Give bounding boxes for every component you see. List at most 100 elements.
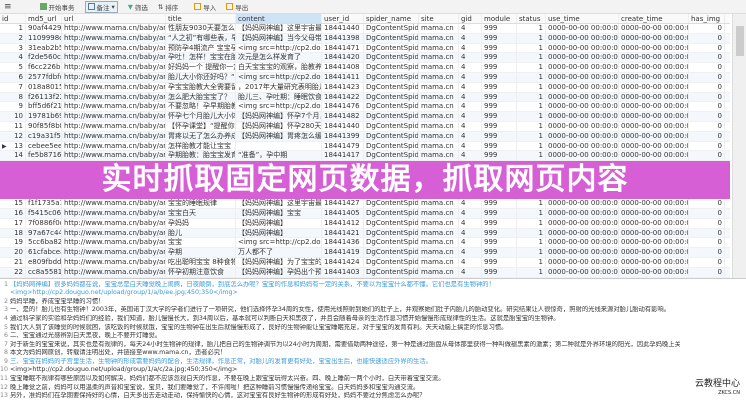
- cell-content[interactable]: 【妈妈网神编】这里宇宙最强的: [238, 24, 322, 33]
- import-button[interactable]: 导入: [194, 2, 216, 12]
- cell-md5-url[interactable]: c19a31f5829: [28, 131, 62, 141]
- cell-status[interactable]: 1: [517, 218, 546, 228]
- table-row[interactable]: 15f1f1735a11bhttp://www.mama.cn/baby/art…: [0, 199, 730, 209]
- column-header-url[interactable]: url: [62, 14, 166, 23]
- cell-url[interactable]: http://www.mama.cn/baby/art/201505: [64, 63, 166, 72]
- cell-module[interactable]: 999: [482, 141, 517, 151]
- cell-id[interactable]: 11: [0, 121, 26, 131]
- cell-create-time[interactable]: 0000-00-00 00:00:00: [621, 238, 689, 248]
- cell-spider-name[interactable]: DgContentSpider: [366, 24, 419, 33]
- cell-spider-name[interactable]: DgContentSpider: [366, 208, 419, 218]
- cell-create-time[interactable]: 0000-00-00 00:00:00: [621, 121, 689, 131]
- cell-create-time[interactable]: 0000-00-00 00:00:00: [621, 228, 689, 238]
- memo-button[interactable]: 备注 ▾: [84, 0, 118, 13]
- cell-status[interactable]: 1: [517, 72, 546, 82]
- cell-url[interactable]: http://www.mama.cn/baby/art/201405: [64, 131, 166, 141]
- cell-url[interactable]: http://www.mama.cn/baby/art/201703: [64, 82, 166, 92]
- cell-content[interactable]: 胎儿三、孕吐期：睡眠饮食，平: [238, 92, 322, 102]
- column-header-has-img[interactable]: has_img: [689, 14, 725, 23]
- column-header-user-id[interactable]: user_id: [322, 14, 364, 23]
- cell-site[interactable]: mama.cn: [419, 267, 459, 277]
- table-row[interactable]: 62577fdbfcdffhttp://www.mama.cn/baby/art…: [0, 72, 730, 83]
- cell-user-id[interactable]: 18441427: [322, 199, 364, 208]
- cell-gid[interactable]: 4: [459, 112, 482, 121]
- cell-gid[interactable]: 4: [459, 238, 482, 248]
- cell-has-img[interactable]: 0: [689, 218, 725, 228]
- cell-create-time[interactable]: 0000-00-00 00:00:00: [621, 267, 689, 277]
- cell-url[interactable]: http://www.mama.cn/baby/art/201405: [64, 151, 166, 161]
- cell-module[interactable]: 999: [482, 102, 517, 112]
- cell-id[interactable]: 15: [0, 199, 26, 208]
- cell-md5-url[interactable]: 61cfabcea: [28, 248, 62, 257]
- cell-md5-url[interactable]: f26113f224d: [26, 92, 62, 102]
- cell-user-id[interactable]: 18441412: [322, 218, 364, 228]
- cell-site[interactable]: mama.cn: [419, 238, 459, 248]
- cell-has-img[interactable]: 0: [689, 92, 725, 102]
- cell-create-time[interactable]: 0000-00-00 00:00:00: [621, 82, 689, 92]
- cell-status[interactable]: 1: [517, 24, 546, 33]
- cell-create-time[interactable]: 0000-00-00 00:00:00: [621, 24, 689, 33]
- table-row[interactable]: ▶13cebee5eea1http://www.mama.cn/baby/art…: [0, 141, 730, 152]
- cell-spider-name[interactable]: DgContentSpider: [366, 112, 419, 121]
- cell-status[interactable]: 1: [517, 267, 546, 277]
- cell-user-id[interactable]: 18441471: [322, 43, 364, 53]
- column-header-title[interactable]: title: [166, 14, 236, 23]
- cell-site[interactable]: mama.cn: [419, 72, 459, 82]
- cell-module[interactable]: 999: [482, 24, 517, 33]
- cell-user-id[interactable]: 18441421: [322, 228, 364, 238]
- cell-has-img[interactable]: 0: [689, 131, 725, 141]
- cell-md5-url[interactable]: 90af4429fb5: [28, 24, 62, 33]
- cell-md5-url[interactable]: 31eab2b51d: [26, 43, 62, 53]
- cell-site[interactable]: mama.cn: [419, 257, 459, 267]
- cell-url[interactable]: http://www.mama.cn/baby/art/201405: [64, 141, 166, 151]
- cell-has-img[interactable]: 0: [689, 33, 725, 43]
- cell-user-id[interactable]: 18441476: [322, 102, 364, 112]
- cell-md5-url[interactable]: 018a801581: [26, 82, 62, 92]
- cell-gid[interactable]: 4: [459, 228, 482, 238]
- cell-id[interactable]: 14: [0, 151, 26, 161]
- cell-has-img[interactable]: 0: [689, 63, 725, 72]
- cell-status[interactable]: 1: [517, 112, 546, 121]
- cell-site[interactable]: mama.cn: [419, 248, 459, 257]
- cell-title[interactable]: 宝宝的睡眠规律: [166, 199, 236, 208]
- cell-module[interactable]: 999: [482, 63, 517, 72]
- cell-create-time[interactable]: 0000-00-00 00:00:00: [621, 102, 689, 112]
- cell-has-img[interactable]: 0: [689, 72, 725, 82]
- cell-use-time[interactable]: 0000-00-00 00:00:00: [548, 218, 619, 228]
- cell-create-time[interactable]: 0000-00-00 00:00:00: [621, 151, 689, 161]
- cell-gid[interactable]: 4: [459, 248, 482, 257]
- cell-status[interactable]: 1: [517, 102, 546, 112]
- cell-has-img[interactable]: 0: [689, 257, 725, 267]
- cell-url[interactable]: http://www.mama.cn/baby/art/201405: [64, 218, 166, 228]
- cell-title[interactable]: “人之初”有哪些表，早教: [166, 33, 236, 43]
- table-row[interactable]: 1019781b6995ahttp://www.mama.cn/baby/art…: [0, 112, 730, 122]
- cell-user-id[interactable]: 18441405: [322, 208, 364, 218]
- cell-url[interactable]: http://www.mama.cn/baby/art/201405: [64, 24, 166, 33]
- cell-status[interactable]: 1: [517, 63, 546, 72]
- cell-gid[interactable]: 4: [459, 121, 482, 131]
- cell-use-time[interactable]: 0000-00-00 00:00:00: [548, 63, 619, 72]
- cell-has-img[interactable]: 0: [689, 267, 725, 277]
- cell-spider-name[interactable]: DgContentSpider: [366, 72, 419, 82]
- cell-module[interactable]: 999: [482, 218, 517, 228]
- cell-url[interactable]: http://www.mama.cn/baby/art/201404: [64, 267, 166, 277]
- cell-user-id[interactable]: 18441482: [322, 112, 364, 121]
- cell-content[interactable]: 【妈妈网神编】怀孕280天，宝宝: [238, 121, 322, 131]
- cell-user-id[interactable]: 18441399: [322, 131, 364, 141]
- cell-content[interactable]: 【妈妈网神编】胃疼怎么缓解: [238, 131, 322, 141]
- filter-button[interactable]: ▼ 筛选: [127, 2, 148, 12]
- cell-has-img[interactable]: 0: [689, 121, 725, 131]
- table-row[interactable]: 12c19a31f5829http://www.mama.cn/baby/art…: [0, 131, 730, 142]
- cell-id[interactable]: 19: [0, 238, 26, 248]
- cell-create-time[interactable]: 0000-00-00 00:00:00: [621, 92, 689, 102]
- cell-create-time[interactable]: 0000-00-00 00:00:00: [621, 218, 689, 228]
- cell-md5-url[interactable]: cc8a55815e: [28, 267, 62, 277]
- cell-has-img[interactable]: 0: [689, 228, 725, 238]
- cell-module[interactable]: 999: [482, 248, 517, 257]
- cell-module[interactable]: 999: [482, 82, 517, 92]
- cell-title[interactable]: 怀孕七个月胎儿大小体重: [166, 112, 236, 121]
- cell-create-time[interactable]: 0000-00-00 00:00:00: [621, 141, 689, 151]
- cell-content[interactable]: 【妈妈网神编】宝宝: [236, 208, 322, 218]
- cell-user-id[interactable]: 18441419: [322, 248, 364, 257]
- content-editor[interactable]: 1 【妈妈网神编】很多妈妈都在说，宝宝总是白天睡觉晚上闹腾，日夜颠倒，到底怎么办呢…: [0, 279, 680, 401]
